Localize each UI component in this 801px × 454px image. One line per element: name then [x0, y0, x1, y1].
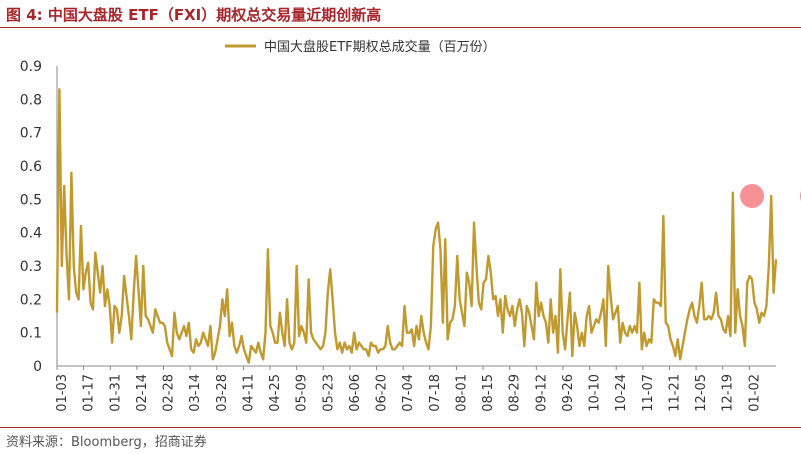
x-tick-label: 09-12 — [534, 374, 549, 412]
x-tick-label: 11-07 — [641, 374, 656, 412]
x-tick-label: 01-03 — [55, 374, 70, 412]
figure-title-bar: 图 4: 中国大盘股 ETF（FXI）期权总交易量近期创新高 — [0, 0, 801, 26]
x-tick-label: 05-23 — [321, 374, 336, 412]
x-tick-label: 10-10 — [588, 374, 603, 412]
x-tick-label: 01-17 — [82, 374, 97, 412]
y-tick-label: 0.1 — [20, 326, 42, 342]
x-tick-label: 12-19 — [721, 374, 736, 412]
y-tick-label: 0.4 — [20, 226, 42, 242]
figure-title: 图 4: 中国大盘股 ETF（FXI）期权总交易量近期创新高 — [6, 6, 382, 24]
y-axis: 0 0.1 0.2 0.3 0.4 0.5 0.6 0.7 0.8 0.9 — [20, 59, 58, 375]
x-tick-label: 08-15 — [481, 374, 496, 412]
x-tick-label: 02-14 — [135, 374, 150, 412]
series-line — [55, 88, 778, 364]
y-tick-label: 0.7 — [20, 126, 42, 142]
title-divider — [0, 27, 801, 28]
x-tick-label: 09-26 — [561, 374, 576, 412]
footer-divider — [0, 427, 801, 428]
x-tick-label: 10-24 — [614, 374, 629, 412]
x-tick-label: 07-18 — [428, 374, 443, 412]
line-chart: 中国大盘股ETF期权总成交量（百万份） 00.10.20.30.40.50.60… — [20, 39, 801, 412]
x-tick-label: 04-11 — [241, 374, 256, 412]
x-tick-label: 08-01 — [454, 374, 469, 412]
x-tick-label: 01-31 — [108, 374, 123, 412]
legend: 中国大盘股ETF期权总成交量（百万份） — [225, 39, 496, 55]
x-tick-label: 06-06 — [348, 374, 363, 412]
x-tick-label: 01-02 — [747, 374, 762, 412]
series-layer — [55, 88, 778, 364]
x-tick-label: 07-04 — [401, 374, 416, 412]
x-tick-label: 12-05 — [694, 374, 709, 412]
y-tick-label: 0 — [33, 359, 42, 375]
x-tick-label: 03-14 — [188, 374, 203, 412]
y-tick-label: 0.2 — [20, 292, 42, 308]
x-tick-label: 02-28 — [162, 374, 177, 412]
peak-highlight-marker — [740, 184, 765, 208]
source-note: 资料来源：Bloomberg，招商证券 — [6, 435, 207, 450]
x-tick-label: 08-29 — [508, 374, 523, 412]
legend-label: 中国大盘股ETF期权总成交量（百万份） — [264, 39, 496, 55]
y-tick-label: 0.9 — [20, 59, 42, 75]
x-axis: 01-03 01-17 01-31 02-14 02-28 03-14 03-28 04-11… — [55, 365, 776, 412]
x-tick-label: 06-20 — [375, 374, 390, 412]
y-tick-label: 0.8 — [20, 92, 42, 108]
x-tick-label: 11-21 — [667, 374, 682, 412]
x-tick-label: 04-25 — [268, 374, 283, 412]
y-tick-label: 0.5 — [20, 192, 42, 208]
x-tick-label: 05-09 — [295, 374, 310, 412]
y-tick-label: 0.3 — [20, 259, 42, 275]
y-tick-label: 0.6 — [20, 159, 42, 175]
x-tick-label: 03-28 — [215, 374, 230, 412]
